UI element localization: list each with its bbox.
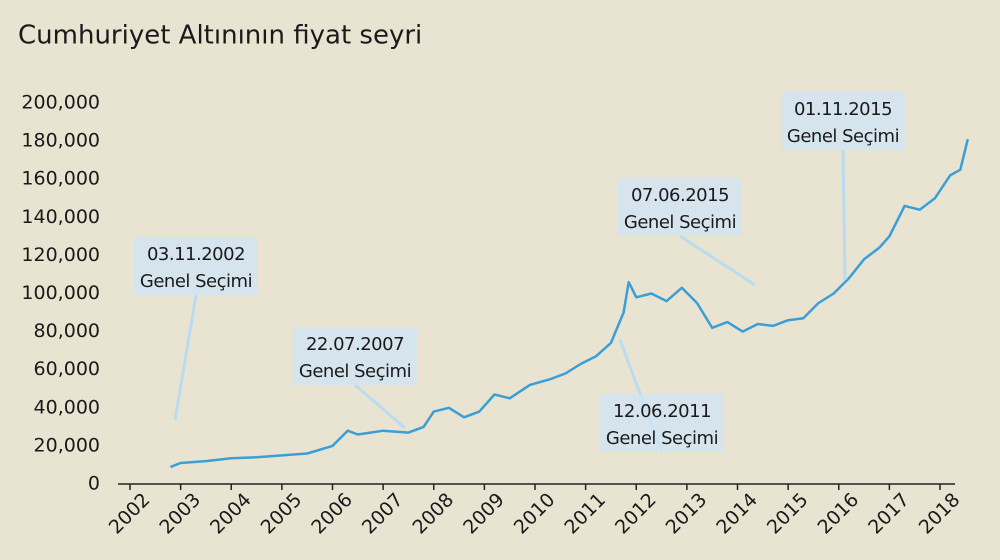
chart-title: Cumhuriyet Altınının fiyat seyri xyxy=(18,21,422,51)
annotation-date: 07.06.2015 xyxy=(631,185,729,206)
y-tick-label: 140,000 xyxy=(21,206,100,228)
annotation-pointer xyxy=(679,234,756,287)
annotation-label: Genel Seçimi xyxy=(299,361,411,382)
price-line xyxy=(170,138,970,469)
annotation-date: 01.11.2015 xyxy=(794,99,892,120)
annotation-pointer xyxy=(841,149,847,281)
annotation-box xyxy=(600,394,724,452)
y-tick-label: 0 xyxy=(88,473,100,495)
y-tick-label: 160,000 xyxy=(21,168,100,190)
y-tick-label: 80,000 xyxy=(34,320,100,342)
annotation-label: Genel Seçimi xyxy=(787,126,899,147)
annotation-box xyxy=(134,237,258,295)
annotation-pointer xyxy=(173,294,198,421)
annotation-box xyxy=(618,178,742,236)
annotation-label: Genel Seçimi xyxy=(624,212,736,233)
y-tick-label: 180,000 xyxy=(21,130,100,152)
annotation-date: 12.06.2011 xyxy=(613,401,711,422)
y-tick-label: 120,000 xyxy=(21,244,100,266)
annotation-label: Genel Seçimi xyxy=(140,271,252,292)
annotation-box xyxy=(293,327,417,385)
y-tick-label: 200,000 xyxy=(21,92,100,114)
annotation-date: 22.07.2007 xyxy=(306,334,404,355)
y-tick-label: 20,000 xyxy=(34,434,100,456)
annotation-date: 03.11.2002 xyxy=(147,244,245,265)
y-tick-label: 60,000 xyxy=(34,358,100,380)
annotation-pointer xyxy=(354,383,406,430)
annotation-label: Genel Seçimi xyxy=(606,428,718,449)
y-tick-label: 100,000 xyxy=(21,282,100,304)
annotation-box xyxy=(781,92,905,150)
y-tick-label: 40,000 xyxy=(34,396,100,418)
